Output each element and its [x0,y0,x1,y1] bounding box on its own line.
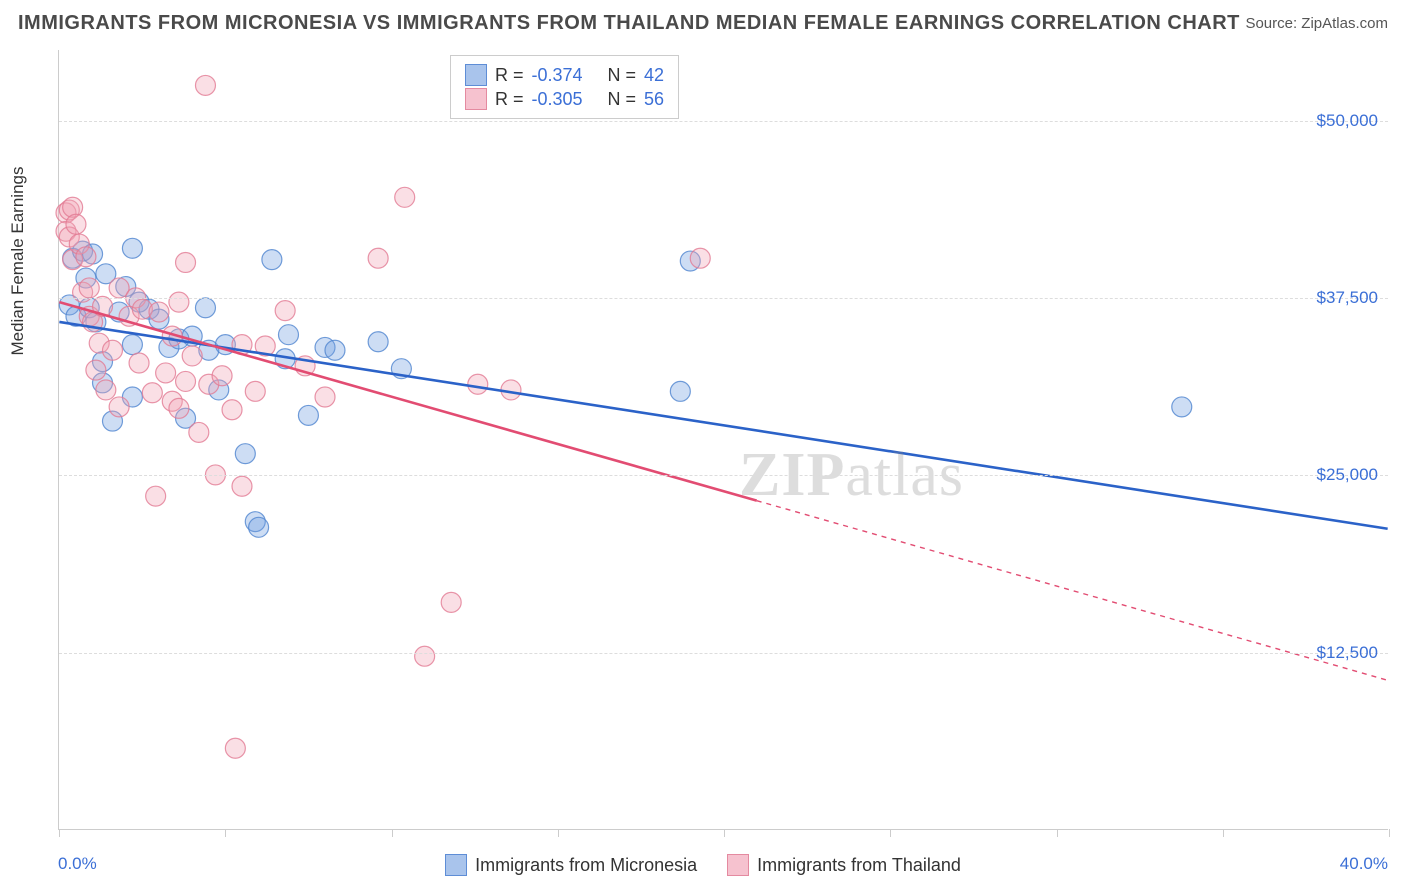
title-bar: IMMIGRANTS FROM MICRONESIA VS IMMIGRANTS… [18,12,1388,35]
data-point [690,248,710,268]
source-label: Source: ZipAtlas.com [1245,15,1388,32]
data-point [102,340,122,360]
chart-container: IMMIGRANTS FROM MICRONESIA VS IMMIGRANTS… [0,0,1406,892]
legend-swatch [465,64,487,86]
data-point [670,381,690,401]
legend-swatch [465,88,487,110]
data-point [76,247,96,267]
data-point [245,381,265,401]
legend-label: Immigrants from Micronesia [475,855,697,876]
y-axis-title: Median Female Earnings [8,167,28,356]
data-point [195,298,215,318]
x-tick [1223,829,1224,837]
data-point [142,383,162,403]
data-point [156,363,176,383]
grid-line [59,653,1388,654]
x-tick [890,829,891,837]
r-value: -0.305 [532,89,600,110]
legend-item: Immigrants from Thailand [727,854,961,876]
r-value: -0.374 [532,65,600,86]
data-point [325,340,345,360]
n-value: 42 [644,65,664,86]
data-point [176,371,196,391]
x-tick [392,829,393,837]
plot-area: ZIPatlas $12,500$25,000$37,500$50,000 [58,50,1388,830]
data-point [109,397,129,417]
grid-line [59,298,1388,299]
data-point [315,387,335,407]
series-legend: Immigrants from Micronesia Immigrants fro… [0,854,1406,876]
data-point [122,238,142,258]
x-tick [225,829,226,837]
n-value: 56 [644,89,664,110]
data-point [96,380,116,400]
y-tick-label: $12,500 [1317,643,1378,663]
grid-line [59,475,1388,476]
data-point [262,250,282,270]
data-point [275,301,295,321]
data-point [169,292,189,312]
data-point [149,302,169,322]
y-tick-label: $50,000 [1317,111,1378,131]
data-point [395,187,415,207]
data-point [235,444,255,464]
trend-line [59,322,1387,529]
legend-swatch [727,854,749,876]
stats-legend: R = -0.374 N = 42 R = -0.305 N = 56 [450,55,679,119]
data-point [169,398,189,418]
data-point [212,366,232,386]
data-point [468,374,488,394]
data-point [86,360,106,380]
data-point [232,476,252,496]
grid-line [59,121,1388,122]
plot-svg [59,50,1388,829]
y-tick-label: $25,000 [1317,465,1378,485]
y-tick-label: $37,500 [1317,288,1378,308]
data-point [182,346,202,366]
data-point [368,248,388,268]
data-point [298,405,318,425]
n-label: N = [608,89,637,110]
legend-label: Immigrants from Thailand [757,855,961,876]
x-tick [558,829,559,837]
data-point [278,325,298,345]
data-point [66,214,86,234]
data-point [176,252,196,272]
x-tick [1057,829,1058,837]
chart-title: IMMIGRANTS FROM MICRONESIA VS IMMIGRANTS… [18,12,1240,35]
data-point [249,517,269,537]
x-tick [724,829,725,837]
n-label: N = [608,65,637,86]
data-point [189,422,209,442]
r-label: R = [495,89,524,110]
data-point [122,335,142,355]
data-point [415,646,435,666]
data-point [1172,397,1192,417]
data-point [129,353,149,373]
x-tick [59,829,60,837]
data-point [79,278,99,298]
data-point [225,738,245,758]
stats-legend-row: R = -0.374 N = 42 [465,64,664,86]
data-point [368,332,388,352]
data-point [195,75,215,95]
x-tick [1389,829,1390,837]
data-point [441,592,461,612]
data-point [146,486,166,506]
stats-legend-row: R = -0.305 N = 56 [465,88,664,110]
legend-swatch [445,854,467,876]
data-point [222,400,242,420]
r-label: R = [495,65,524,86]
legend-item: Immigrants from Micronesia [445,854,697,876]
